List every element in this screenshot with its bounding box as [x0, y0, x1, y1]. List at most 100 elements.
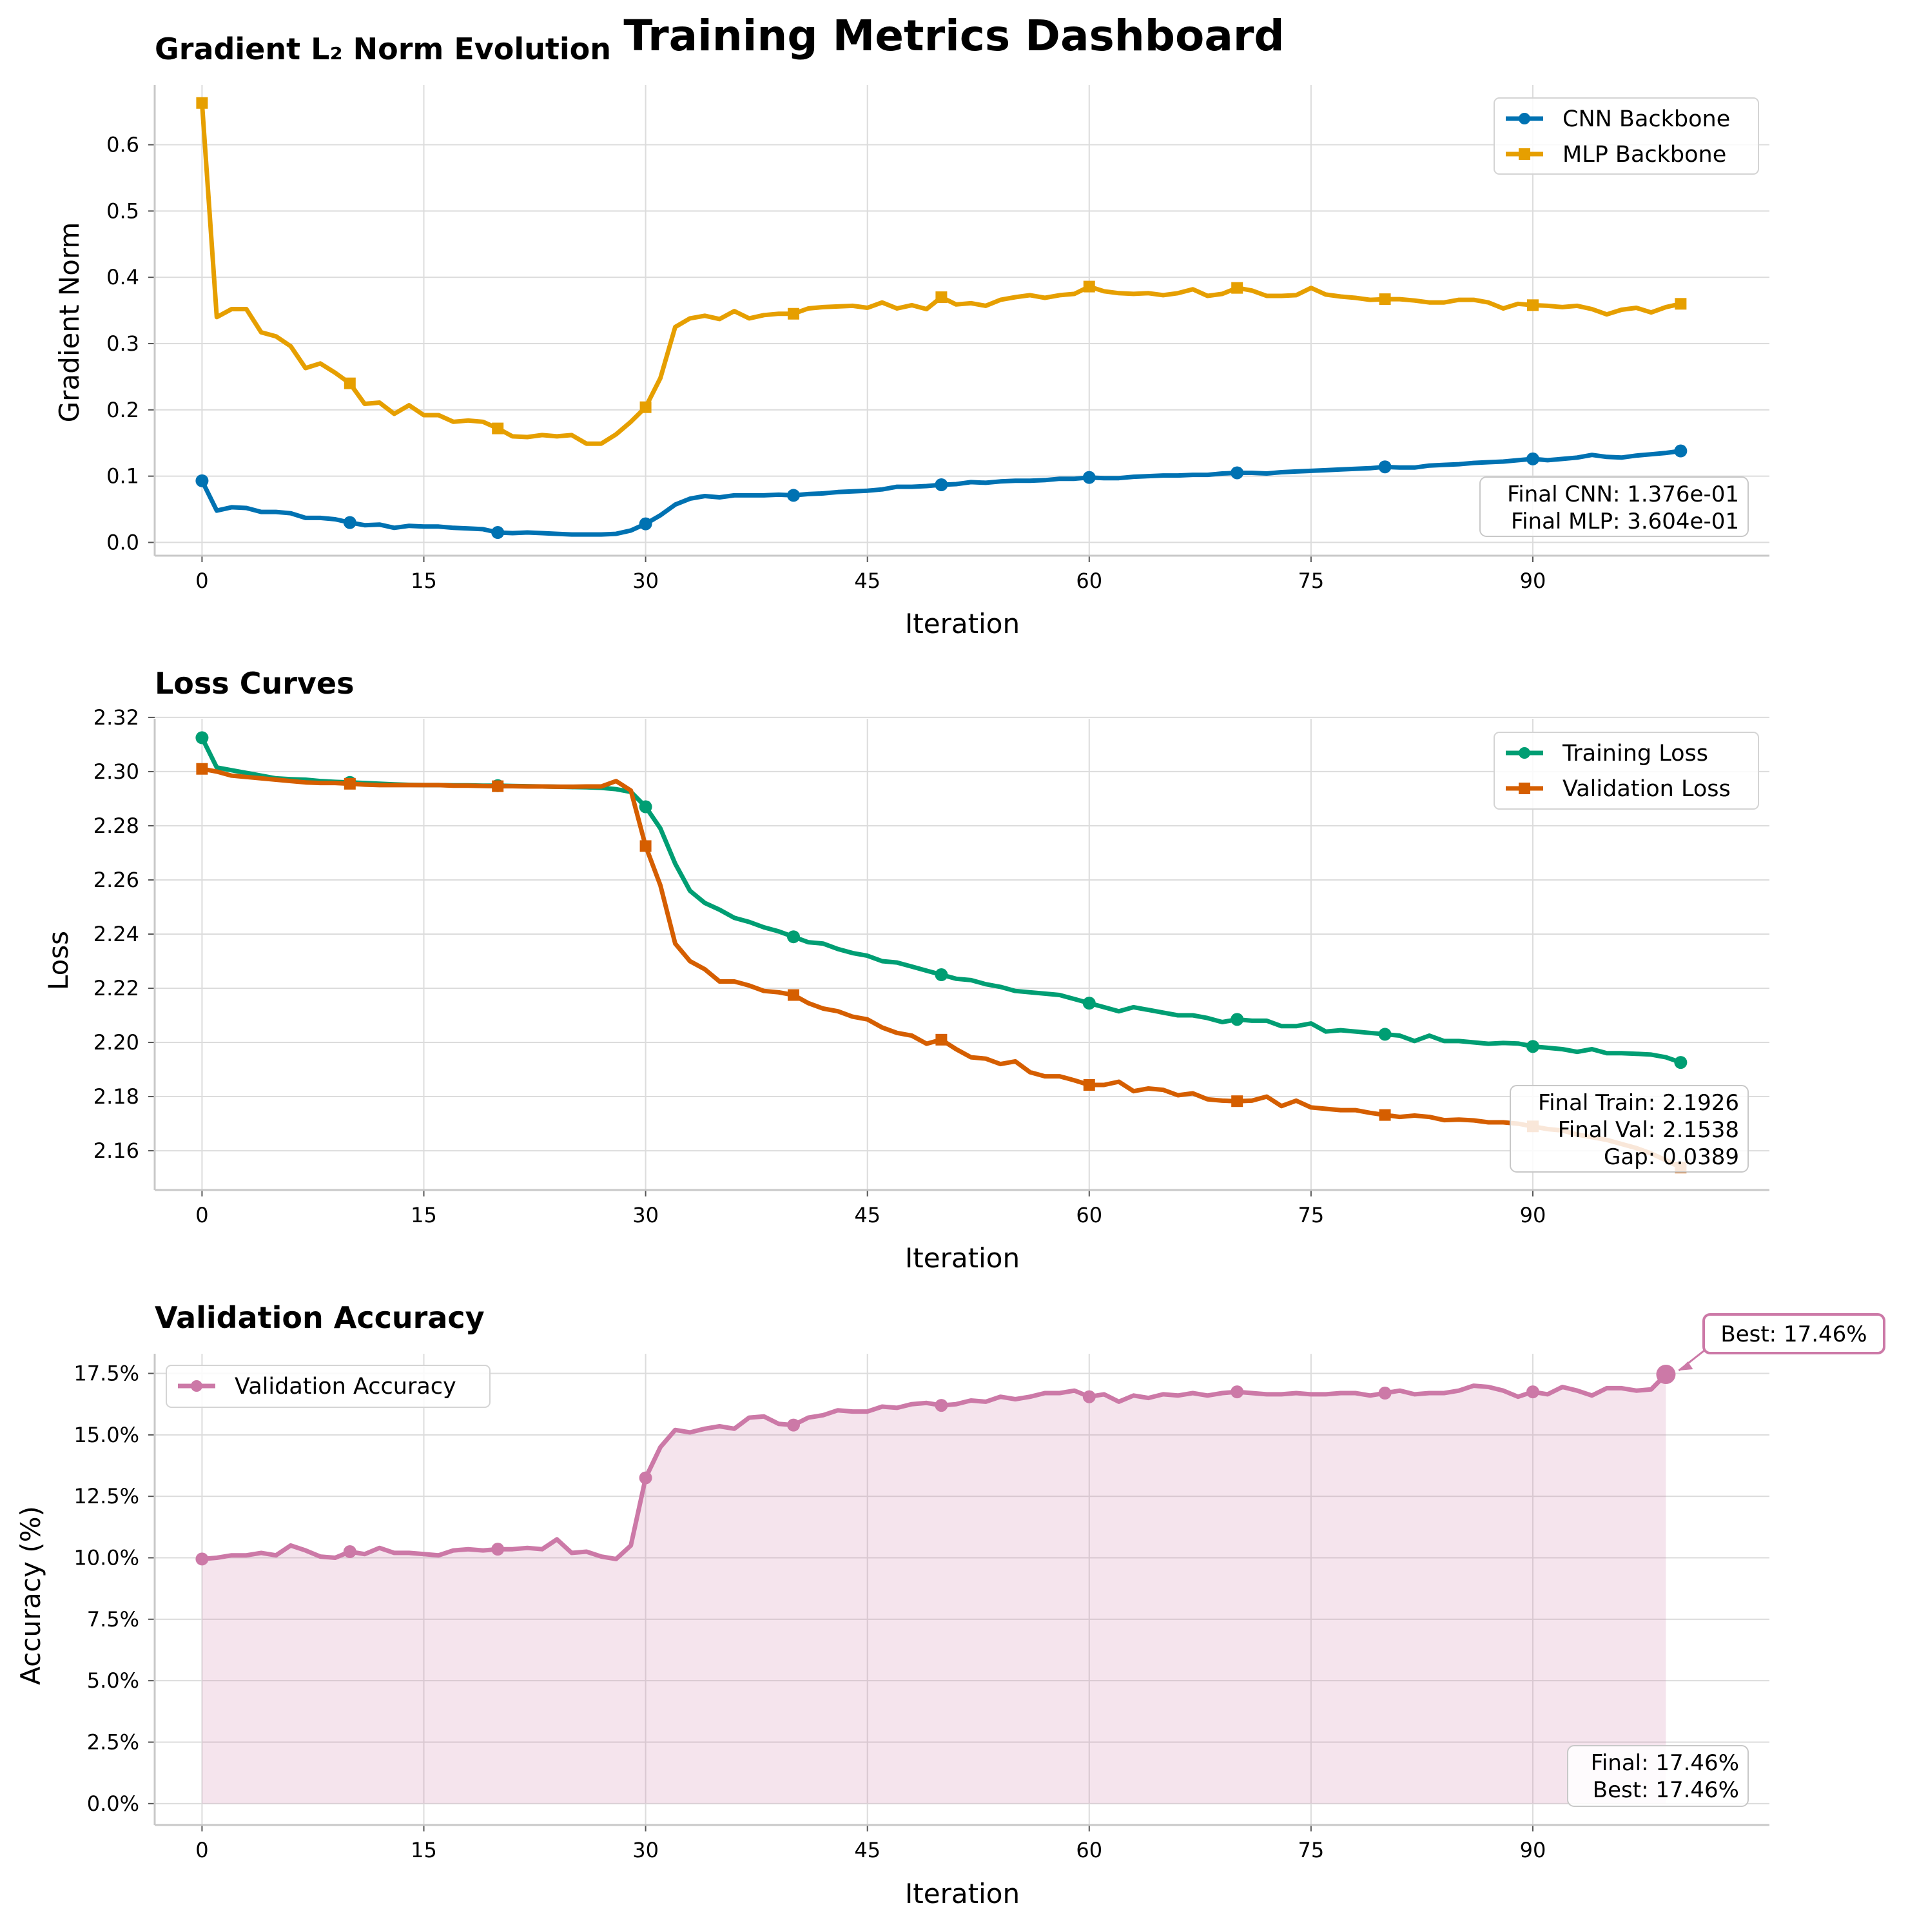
loss-y-tick-label: 2.28: [93, 814, 139, 838]
accuracy-x-tick-label: 75: [1298, 1838, 1325, 1862]
gradient-norm-y-axis-label: Gradient Norm: [54, 222, 85, 423]
gradient-norm-x-tick-label: 0: [195, 569, 208, 593]
mlp-backbone-marker: [1083, 280, 1095, 293]
gradient-norm-y-tick-label: 0.6: [106, 133, 139, 157]
cnn-backbone-marker: [1082, 471, 1096, 484]
loss-annotation-line: Final Val: 2.1538: [1558, 1117, 1739, 1143]
best-accuracy-label-box: [1702, 1313, 1885, 1354]
validation-loss-legend-marker: [1519, 783, 1530, 794]
loss-x-tick-label: 60: [1076, 1203, 1102, 1227]
mlp-backbone-marker: [1231, 282, 1243, 294]
accuracy-area-fill: [202, 1374, 1666, 1804]
training-loss-marker: [1082, 997, 1096, 1010]
cnn-backbone-marker: [1674, 444, 1688, 458]
loss-curves-title: Loss Curves: [155, 666, 354, 701]
loss-x-tick-label: 15: [411, 1203, 437, 1227]
training-loss-marker: [1231, 1013, 1244, 1026]
dashboard-title: Training Metrics Dashboard: [623, 11, 1284, 61]
mlp-backbone-legend-marker: [1519, 148, 1530, 160]
best-accuracy-callout: Best: 17.46%: [1656, 1313, 1885, 1385]
loss-y-tick-label: 2.26: [93, 868, 139, 892]
gradient-norm-x-tick-label: 45: [854, 569, 881, 593]
mlp-backbone-marker: [1526, 299, 1539, 311]
training-loss-marker: [195, 731, 209, 745]
mlp-backbone-marker: [935, 291, 948, 304]
validation-loss-marker: [492, 780, 504, 792]
validation-loss-marker: [344, 777, 356, 790]
validation-loss-marker: [1231, 1095, 1243, 1107]
validation-accuracy-marker: [786, 1418, 800, 1432]
accuracy-x-tick-label: 45: [854, 1838, 881, 1862]
accuracy-y-axis-label: Accuracy (%): [15, 1506, 46, 1685]
validation-loss-marker: [1379, 1109, 1391, 1121]
accuracy-annotation-line: Final: 17.46%: [1591, 1750, 1739, 1776]
validation-accuracy-legend-label: Validation Accuracy: [235, 1374, 456, 1400]
gradient-norm-y-tick-label: 0.3: [106, 331, 139, 356]
accuracy-annotation-line: Best: 17.46%: [1593, 1777, 1739, 1803]
training-loss-marker: [1526, 1040, 1539, 1053]
training-loss-marker: [1378, 1028, 1392, 1041]
cnn-backbone-marker: [343, 516, 356, 529]
validation-accuracy-panel: Validation Accuracy Iteration Accuracy (…: [15, 1300, 1885, 1909]
validation-loss-marker: [935, 1033, 948, 1046]
loss-x-axis-label: Iteration: [905, 1242, 1020, 1274]
validation-accuracy-marker: [639, 1471, 652, 1485]
loss-x-tick-label: 30: [632, 1203, 659, 1227]
loss-annotation-line: Final Train: 2.1926: [1538, 1090, 1739, 1116]
loss-x-tick-label: 0: [195, 1203, 208, 1227]
accuracy-y-tick-label: 17.5%: [73, 1361, 139, 1386]
best-accuracy-arrowhead: [1679, 1361, 1693, 1371]
cnn-backbone-marker: [195, 474, 209, 487]
gradient-norm-x-axis-label: Iteration: [905, 608, 1020, 639]
loss-y-tick-label: 2.22: [93, 976, 139, 1000]
accuracy-x-tick-label: 15: [411, 1838, 437, 1862]
accuracy-y-tick-label: 10.0%: [73, 1545, 139, 1570]
accuracy-x-tick-label: 30: [632, 1838, 659, 1862]
training-loss-marker: [935, 968, 948, 982]
gradient-norm-x-tick-label: 30: [632, 569, 659, 593]
validation-loss-marker: [787, 989, 799, 1001]
validation-loss-marker: [639, 840, 652, 852]
accuracy-final-values-box: Final: 17.46%Best: 17.46%: [1567, 1745, 1749, 1807]
gradient-norm-x-tick-label: 75: [1298, 569, 1325, 593]
loss-y-tick-label: 2.24: [93, 922, 139, 946]
training-loss-legend-marker: [1519, 747, 1530, 759]
validation-accuracy-marker: [1526, 1385, 1539, 1399]
validation-accuracy-marker: [491, 1543, 505, 1556]
loss-curves-panel: Loss Curves Iteration Loss 0 15 30 45 60 75 90…: [43, 666, 1769, 1274]
validation-loss-marker: [1083, 1078, 1095, 1091]
cnn-backbone-marker: [491, 526, 505, 540]
loss-y-tick-label: 2.30: [93, 759, 139, 784]
validation-accuracy-title: Validation Accuracy: [155, 1300, 485, 1335]
loss-y-tick-label: 2.20: [93, 1030, 139, 1055]
accuracy-y-tick-label: 0.0%: [87, 1791, 139, 1816]
gradient-norm-y-tick-label: 0.5: [106, 199, 139, 223]
mlp-backbone-marker: [639, 401, 652, 413]
accuracy-y-tick-label: 2.5%: [87, 1730, 139, 1754]
accuracy-legend-frame: [166, 1365, 491, 1408]
mlp-backbone-legend-label: MLP Backbone: [1562, 142, 1726, 168]
training-loss-marker: [639, 800, 652, 814]
mlp-backbone-marker: [787, 307, 799, 320]
loss-legend-frame: [1494, 732, 1759, 810]
mlp-backbone-marker: [1379, 293, 1391, 306]
mlp-backbone-marker: [1675, 298, 1687, 310]
cnn-backbone-marker: [1231, 466, 1244, 480]
gradient-norm-annotation-frame: [1479, 476, 1749, 537]
training-loss-marker: [786, 930, 800, 944]
loss-y-tick-label: 2.18: [93, 1084, 139, 1109]
loss-annotation-frame: [1510, 1085, 1749, 1173]
gradient-norm-panel: Gradient L₂ Norm Evolution Iteration Gra…: [54, 32, 1769, 639]
validation-accuracy-marker: [1378, 1387, 1392, 1400]
gradient-norm-annotation-line: Final CNN: 1.376e-01: [1507, 482, 1739, 507]
cnn-backbone-marker: [639, 517, 652, 531]
loss-x-tick-label: 45: [854, 1203, 881, 1227]
best-accuracy-marker: [1656, 1365, 1676, 1385]
gradient-norm-x-tick-label: 60: [1076, 569, 1102, 593]
validation-accuracy-marker: [1231, 1385, 1244, 1399]
mlp-backbone-marker: [344, 377, 356, 389]
gradient-norm-y-tick-label: 0.2: [106, 398, 139, 422]
accuracy-x-axis-label: Iteration: [905, 1878, 1020, 1909]
accuracy-x-tick-label: 60: [1076, 1838, 1102, 1862]
